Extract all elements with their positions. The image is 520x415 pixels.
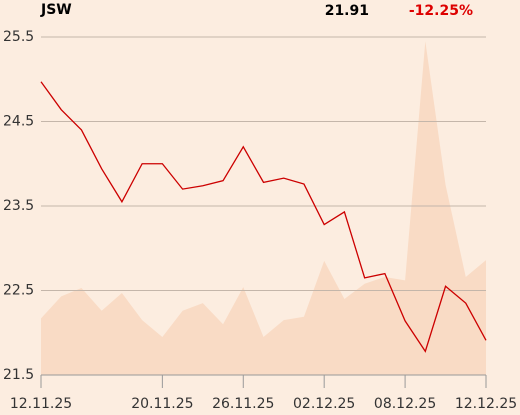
price-line bbox=[40, 81, 487, 353]
y-tick-label: 22.5 bbox=[3, 283, 34, 299]
y-tick-label: 24.5 bbox=[3, 114, 34, 130]
x-tick-label: 12.11.25 bbox=[10, 396, 72, 412]
x-tick-label: 12.12.25 bbox=[455, 396, 517, 412]
y-tick-label: 25.5 bbox=[3, 29, 34, 45]
change: -12.25% bbox=[409, 3, 473, 19]
y-tick-label: 23.5 bbox=[3, 198, 34, 214]
price: 21.91 bbox=[325, 3, 369, 19]
volume-area bbox=[41, 41, 486, 375]
ticker: JSW bbox=[40, 2, 72, 18]
x-tick-label: 20.11.25 bbox=[131, 396, 193, 412]
x-tick-label: 02.12.25 bbox=[293, 396, 355, 412]
x-tick-label: 26.11.25 bbox=[212, 396, 274, 412]
y-tick-label: 21.5 bbox=[3, 367, 34, 383]
x-tick-label: 08.12.25 bbox=[374, 396, 436, 412]
